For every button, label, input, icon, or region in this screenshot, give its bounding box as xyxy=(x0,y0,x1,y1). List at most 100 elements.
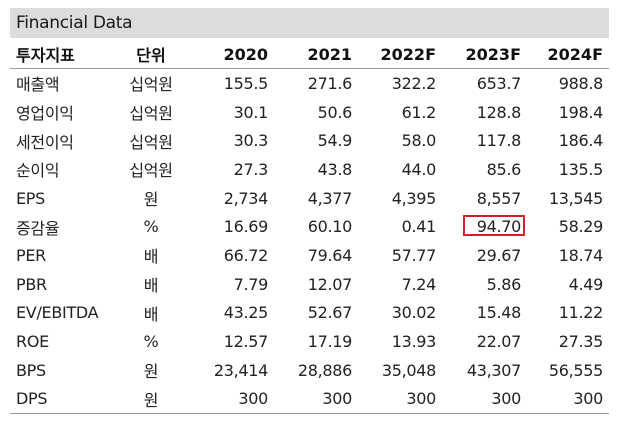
cell-value: 30.02 xyxy=(391,303,437,323)
cell-value: 135.5 xyxy=(558,159,604,179)
cell-value: 27.35 xyxy=(558,332,604,352)
cell-value: 13,545 xyxy=(548,188,603,208)
cell-value: 8,557 xyxy=(476,188,522,208)
value-cell: 4.49 xyxy=(527,270,609,299)
value-cell: 155.5 xyxy=(190,69,274,98)
row-unit: % xyxy=(143,332,159,352)
value-cell: 18.74 xyxy=(527,241,609,270)
cell-value: 54.9 xyxy=(317,131,353,151)
financial-table: 투자지표 단위 2020 2021 2022F 2023F 2024F 매출액 십… xyxy=(10,40,609,415)
title-bar: Financial Data xyxy=(10,8,609,38)
value-cell: 186.4 xyxy=(527,126,609,155)
cell-value: 2,734 xyxy=(223,188,269,208)
value-cell: 300 xyxy=(527,384,609,415)
cell-value: 128.8 xyxy=(476,102,522,122)
value-cell: 653.7 xyxy=(442,69,527,98)
cell-value: 12.07 xyxy=(307,274,353,294)
row-unit: 십억원 xyxy=(129,161,173,181)
value-cell: 300 xyxy=(442,384,527,415)
cell-value: 58.0 xyxy=(401,131,437,151)
cell-value: 4.49 xyxy=(568,274,604,294)
value-cell: 4,377 xyxy=(274,184,358,213)
value-cell: 58.29 xyxy=(527,212,609,241)
cell-value: 186.4 xyxy=(558,131,604,151)
cell-value: 30.1 xyxy=(233,102,269,122)
cell-value: 58.29 xyxy=(558,217,604,237)
table-row: PER 배 66.72 79.64 57.77 29.67 18.74 xyxy=(10,241,609,270)
value-cell: 85.6 xyxy=(442,155,527,184)
row-label: PBR xyxy=(16,274,47,294)
value-cell: 22.07 xyxy=(442,327,527,356)
cell-value: 56,555 xyxy=(548,360,603,380)
value-cell: 128.8 xyxy=(442,98,527,127)
header-indicator: 투자지표 xyxy=(10,40,112,69)
header-year-2024f: 2024F xyxy=(527,40,609,69)
cell-value: 12.57 xyxy=(223,332,269,352)
row-unit: 배 xyxy=(143,304,159,324)
value-cell: 7.79 xyxy=(190,270,274,299)
table-row: 순이익 십억원 27.3 43.8 44.0 85.6 135.5 xyxy=(10,155,609,184)
cell-value: 28,886 xyxy=(297,360,352,380)
cell-value: 27.3 xyxy=(233,159,269,179)
cell-value: 16.69 xyxy=(223,217,269,237)
value-cell: 94.70 xyxy=(442,212,527,241)
value-cell: 8,557 xyxy=(442,184,527,213)
cell-value: 7.24 xyxy=(401,274,437,294)
cell-value: 50.6 xyxy=(317,102,353,122)
cell-value: 18.74 xyxy=(558,245,604,265)
cell-value: 5.86 xyxy=(486,274,522,294)
value-cell: 61.2 xyxy=(358,98,442,127)
cell-value: 7.79 xyxy=(233,274,269,294)
value-cell: 27.3 xyxy=(190,155,274,184)
row-label: 세전이익 xyxy=(16,132,74,152)
row-label: 매출액 xyxy=(16,75,60,95)
value-cell: 43.8 xyxy=(274,155,358,184)
row-label: DPS xyxy=(10,384,112,415)
cell-value: 300 xyxy=(322,389,352,409)
value-cell: 12.07 xyxy=(274,270,358,299)
value-cell: 58.0 xyxy=(358,126,442,155)
cell-value: 0.41 xyxy=(401,217,437,237)
row-unit: 십억원 xyxy=(129,104,173,124)
row-unit: 십억원 xyxy=(129,132,173,152)
table-row: BPS 원 23,414 28,886 35,048 43,307 56,555 xyxy=(10,356,609,385)
value-cell: 43,307 xyxy=(442,356,527,385)
table-row: 매출액 십억원 155.5 271.6 322.2 653.7 988.8 xyxy=(10,69,609,98)
value-cell: 13,545 xyxy=(527,184,609,213)
cell-value: 30.3 xyxy=(233,131,269,151)
cell-value: 322.2 xyxy=(391,73,437,93)
value-cell: 198.4 xyxy=(527,98,609,127)
cell-value: 35,048 xyxy=(381,360,436,380)
cell-value: 57.77 xyxy=(391,245,437,265)
row-label: BPS xyxy=(16,360,46,380)
value-cell: 43.25 xyxy=(190,299,274,328)
value-cell: 30.3 xyxy=(190,126,274,155)
value-cell: 57.77 xyxy=(358,241,442,270)
table-title: Financial Data xyxy=(16,13,133,33)
cell-value: 271.6 xyxy=(307,73,353,93)
row-label: 영업이익 xyxy=(16,104,74,124)
value-cell: 988.8 xyxy=(527,69,609,98)
value-cell: 5.86 xyxy=(442,270,527,299)
cell-value: 52.67 xyxy=(307,303,353,323)
value-cell: 11.22 xyxy=(527,299,609,328)
value-cell: 7.24 xyxy=(358,270,442,299)
value-cell: 300 xyxy=(358,384,442,415)
header-year-2022f: 2022F xyxy=(358,40,442,69)
value-cell: 66.72 xyxy=(190,241,274,270)
cell-value: 155.5 xyxy=(223,73,269,93)
table-row: DPS 원 300 300 300 300 300 xyxy=(10,384,609,415)
row-label: ROE xyxy=(16,332,49,352)
value-cell: 60.10 xyxy=(274,212,358,241)
cell-value: 79.64 xyxy=(307,245,353,265)
cell-value: 300 xyxy=(406,389,436,409)
row-unit: 원 xyxy=(143,362,159,382)
highlight-box xyxy=(463,215,525,237)
cell-value: 117.8 xyxy=(476,131,522,151)
table-row: ROE% 12.57 17.19 13.93 22.07 27.35 xyxy=(10,327,609,356)
cell-value: 94.70 xyxy=(476,217,522,237)
table-row: 세전이익 십억원 30.3 54.9 58.0 117.8 186.4 xyxy=(10,126,609,155)
row-label: EV/EBITDA xyxy=(16,303,99,323)
cell-value: 61.2 xyxy=(401,102,437,122)
